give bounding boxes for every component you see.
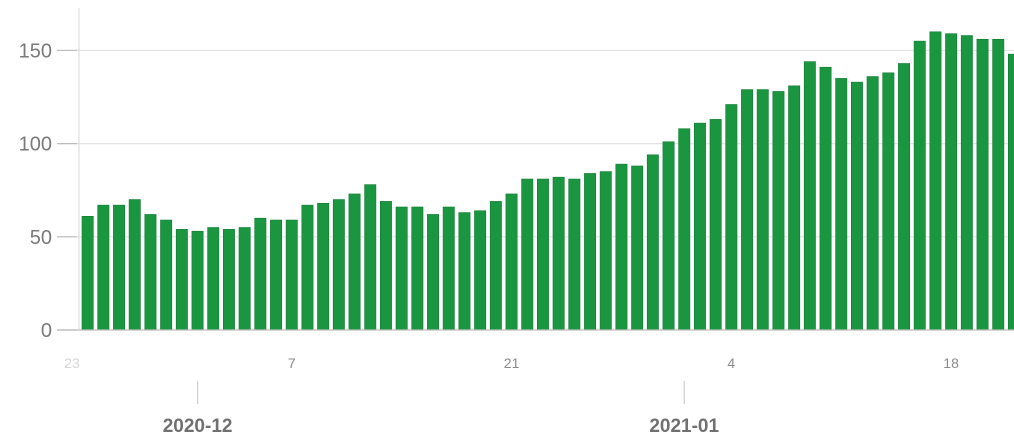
bar <box>395 206 408 331</box>
bar <box>913 40 926 331</box>
bar <box>458 212 471 331</box>
bar <box>615 163 628 331</box>
y-tick-label: 100 <box>19 134 52 156</box>
bar <box>207 227 220 331</box>
x-axis-ticks: 23 7 21 4 18 <box>64 355 959 371</box>
bar <box>850 81 863 331</box>
bar <box>709 119 722 331</box>
bar <box>756 89 769 331</box>
bar <box>238 227 251 331</box>
bar <box>631 165 644 331</box>
bar <box>866 76 879 331</box>
bar <box>741 89 754 331</box>
month-label: 2020-12 <box>163 416 233 434</box>
bar <box>584 173 597 331</box>
bar <box>678 128 691 331</box>
bar <box>97 204 110 331</box>
bar <box>442 206 455 331</box>
bar <box>992 38 1005 331</box>
bar <box>882 72 895 331</box>
bar <box>552 176 565 331</box>
bar <box>599 171 612 331</box>
bar <box>411 206 424 331</box>
bar <box>662 141 675 331</box>
month-labels: 2020-12 2021-01 <box>163 381 719 434</box>
bar <box>929 31 942 331</box>
bar <box>144 214 157 331</box>
y-tick-label: 0 <box>41 320 52 342</box>
bar <box>285 219 298 331</box>
bar <box>1007 53 1014 331</box>
bar <box>191 230 204 331</box>
bar <box>379 201 392 331</box>
bar <box>945 33 958 331</box>
bar <box>301 204 314 331</box>
bar <box>332 199 345 331</box>
bar <box>772 91 785 331</box>
bar <box>128 199 141 331</box>
bar <box>81 216 94 331</box>
bar <box>317 202 330 331</box>
bar <box>835 78 848 331</box>
y-axis-ticks: 0 50 100 150 <box>19 40 77 342</box>
bar <box>521 178 534 331</box>
bar <box>113 204 126 331</box>
bar <box>568 178 581 331</box>
bar <box>788 85 801 331</box>
bar <box>693 122 706 331</box>
x-tick-label: 23 <box>64 355 80 371</box>
bar <box>505 193 518 331</box>
bar <box>348 193 361 331</box>
bar <box>223 229 235 331</box>
bar <box>254 217 267 331</box>
bar <box>175 229 188 331</box>
bar <box>819 66 832 331</box>
bar <box>474 210 487 331</box>
bar <box>427 214 439 331</box>
y-tick-label: 150 <box>19 40 52 62</box>
bar <box>489 201 502 331</box>
bar <box>960 35 973 331</box>
bar <box>536 178 549 331</box>
bar <box>976 38 989 331</box>
x-tick-label: 4 <box>727 355 735 371</box>
bar <box>160 219 173 331</box>
x-tick-label: 7 <box>288 355 296 371</box>
x-tick-label: 18 <box>943 355 959 371</box>
y-tick-label: 50 <box>30 227 52 249</box>
bar <box>364 184 377 331</box>
month-label: 2021-01 <box>649 416 719 434</box>
bar <box>898 63 911 331</box>
bar <box>803 61 816 331</box>
bar <box>646 154 659 331</box>
bars-group <box>81 31 1014 331</box>
x-tick-label: 21 <box>504 355 520 371</box>
bar <box>270 219 282 331</box>
bar <box>725 104 738 331</box>
